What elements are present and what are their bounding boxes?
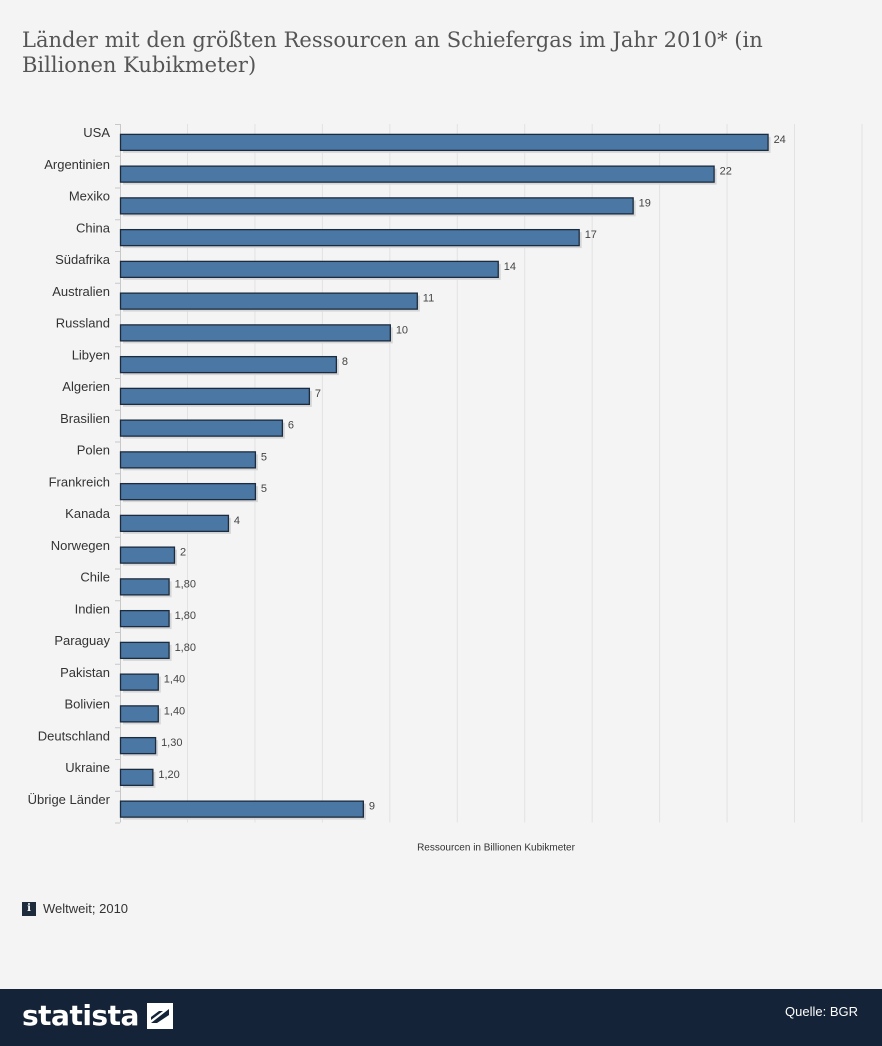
info-icon[interactable]: i	[22, 901, 36, 916]
value-label: 7	[315, 388, 321, 400]
bar	[119, 197, 634, 215]
value-label: 10	[396, 324, 408, 336]
bar	[119, 578, 170, 596]
bar	[119, 228, 580, 247]
category-label: Deutschland	[38, 728, 110, 743]
value-label: 1,80	[175, 578, 196, 590]
value-label: 1,40	[164, 705, 185, 717]
chart-title: Länder mit den größten Ressourcen an Sch…	[22, 28, 763, 77]
value-label: 24	[774, 134, 786, 146]
category-label: Paraguay	[54, 633, 110, 648]
category-label: Bolivien	[64, 697, 110, 712]
value-label: 1,20	[158, 769, 179, 781]
bar	[119, 705, 159, 723]
bar	[119, 482, 257, 501]
bar	[119, 292, 418, 310]
bar	[119, 165, 715, 183]
bar	[119, 736, 157, 755]
value-label: 8	[342, 356, 348, 368]
category-label: Chile	[80, 570, 110, 585]
value-label: 22	[720, 166, 732, 178]
category-label: USA	[83, 125, 110, 140]
bar	[119, 387, 311, 406]
category-label: Libyen	[72, 347, 110, 362]
category-label: Ukraine	[65, 760, 110, 775]
bar	[119, 260, 499, 279]
bar	[119, 355, 338, 374]
bar	[119, 609, 170, 628]
category-label: Polen	[77, 443, 110, 458]
bar	[119, 133, 769, 152]
value-label: 5	[261, 483, 267, 495]
plot-area	[120, 124, 862, 823]
category-label: Algerien	[62, 379, 110, 394]
bar	[119, 768, 154, 787]
statista-mark-icon	[146, 1002, 173, 1029]
category-label: Mexiko	[69, 189, 110, 204]
value-label: 4	[234, 515, 240, 527]
x-axis-title: Ressourcen in Billionen Kubikmeter	[417, 843, 576, 854]
value-label: 19	[639, 197, 651, 209]
logo-text: statista	[22, 999, 139, 1032]
value-label: 1,40	[164, 674, 185, 686]
value-label: 5	[261, 451, 267, 463]
value-label: 6	[288, 420, 294, 432]
category-label: China	[76, 220, 111, 235]
bar	[119, 800, 364, 818]
bar	[119, 514, 230, 533]
footer: statista Quelle: BGR	[0, 989, 882, 1046]
bar	[119, 324, 391, 342]
category-label: Argentinien	[44, 157, 110, 172]
bar	[119, 546, 176, 564]
value-label: 1,80	[175, 642, 196, 654]
category-label: Australien	[52, 284, 110, 299]
category-label: Übrige Länder	[28, 792, 111, 807]
value-label: 17	[585, 229, 597, 241]
category-label: Frankreich	[49, 474, 110, 489]
category-label: Russland	[56, 316, 110, 331]
category-label: Indien	[75, 601, 110, 616]
category-label: Kanada	[65, 506, 111, 521]
value-label: 14	[504, 261, 516, 273]
value-label: 2	[180, 547, 186, 559]
bar	[119, 641, 170, 660]
value-label: 9	[369, 801, 375, 813]
bar	[119, 673, 159, 691]
bar	[119, 451, 257, 469]
category-label: Südafrika	[55, 252, 111, 267]
category-label: Brasilien	[60, 411, 110, 426]
source-label: Quelle: BGR	[785, 1004, 858, 1019]
category-label: Pakistan	[60, 665, 110, 680]
meta-info: i Weltweit; 2010	[22, 901, 128, 916]
value-label: 1,80	[175, 610, 196, 622]
meta-label: Weltweit; 2010	[43, 901, 129, 916]
value-label: 1,30	[161, 737, 182, 749]
statista-logo[interactable]: statista	[22, 999, 173, 1032]
category-label: Norwegen	[51, 538, 110, 553]
bar	[119, 419, 284, 437]
value-label: 11	[423, 293, 434, 305]
